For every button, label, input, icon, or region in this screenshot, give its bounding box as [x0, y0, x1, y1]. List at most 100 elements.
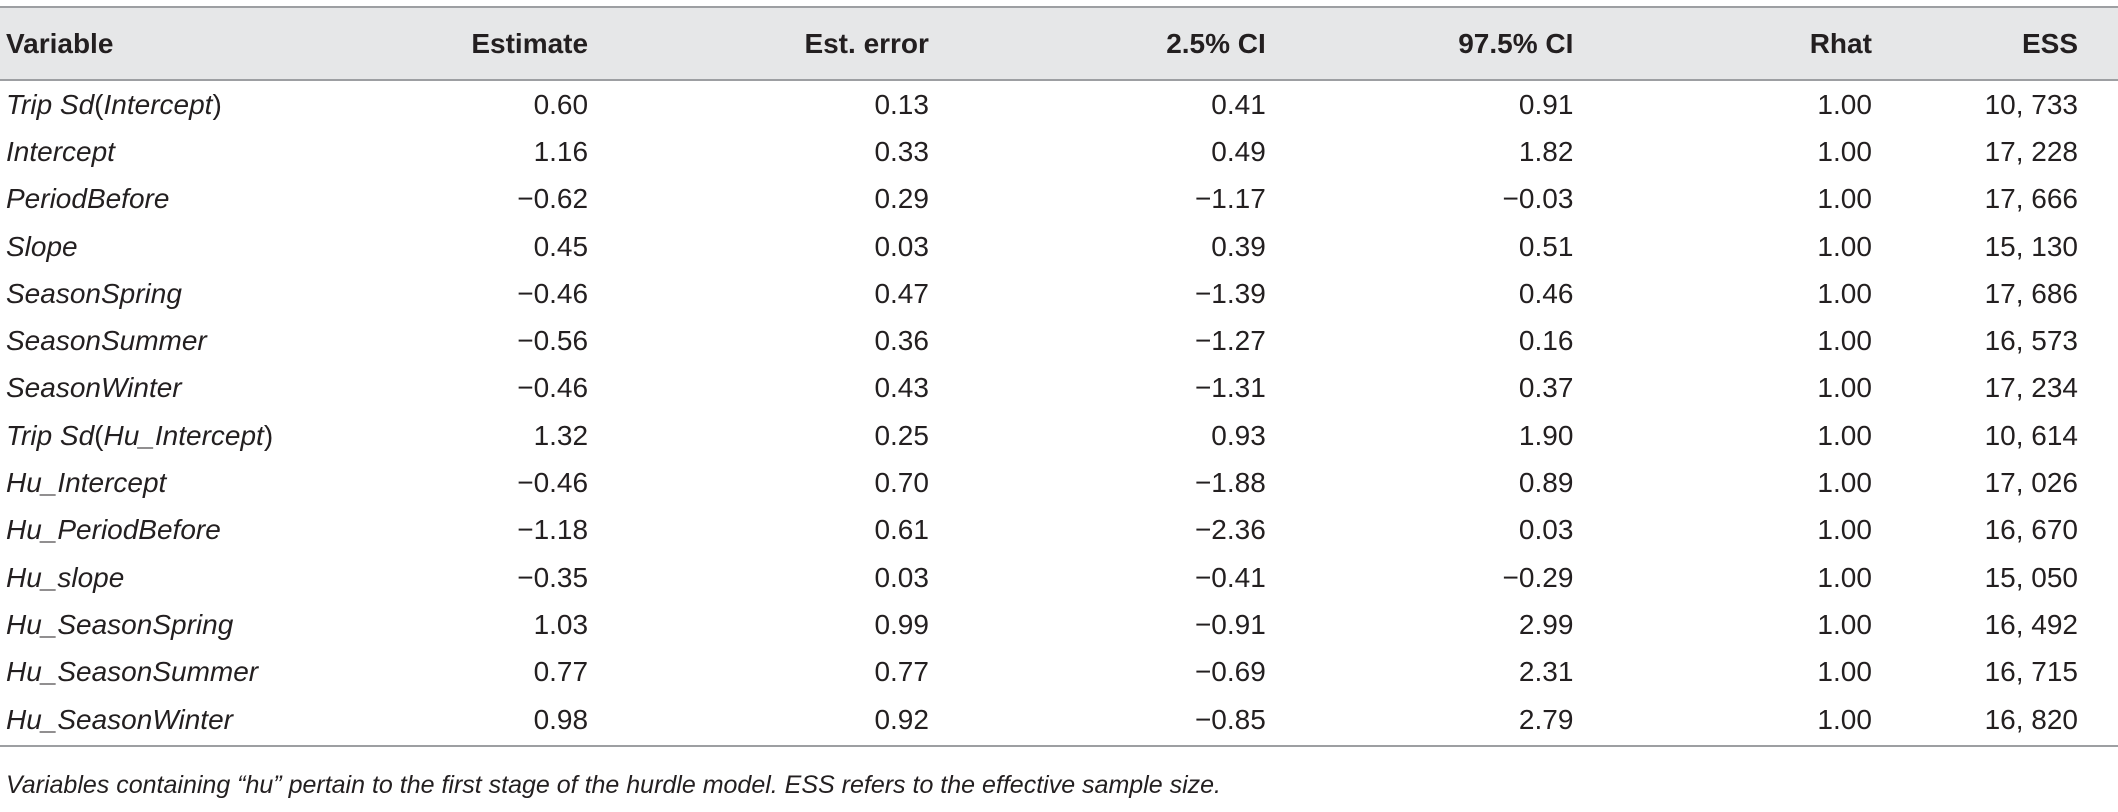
header-est-error: Est. error — [600, 6, 937, 81]
cell-estimate: −0.56 — [517, 325, 589, 357]
cell-estimate: −0.62 — [517, 183, 589, 215]
cell-ci-low: 0.39 — [1211, 230, 1266, 262]
cell-ci-low: −1.31 — [1194, 372, 1266, 404]
cell-variable: SeasonSpring — [6, 277, 182, 309]
table-row: Slope 0.45 0.03 0.39 0.51 1.00 15, 130 — [0, 223, 2118, 270]
cell-ci-high: 0.91 — [1518, 88, 1574, 120]
cell-est-error: 0.36 — [874, 325, 929, 357]
cell-variable: Trip Sd(Intercept) — [0, 80, 403, 128]
cell-ess: 16, 670 — [1984, 514, 2078, 546]
cell-rhat: 1.00 — [1583, 695, 1881, 747]
cell-estimate: −0.46 — [517, 372, 589, 404]
cell-variable: Hu_slope — [6, 561, 125, 593]
cell-est-error: 0.33 — [874, 135, 929, 167]
header-ci-high: 97.5% CI — [1274, 6, 1584, 81]
cell-ess: 17, 228 — [1984, 135, 2078, 167]
header-rhat: Rhat — [1583, 6, 1881, 81]
cell-variable: Hu_SeasonSummer — [6, 656, 259, 688]
cell-ess: 15, 130 — [1984, 230, 2078, 262]
cell-rhat: 1.00 — [1817, 325, 1872, 357]
cell-ess: 16, 820 — [1880, 695, 2118, 747]
cell-est-error: 0.25 — [874, 419, 929, 451]
cell-ci-high: 0.03 — [1518, 514, 1574, 546]
cell-ess: 10, 614 — [1984, 419, 2078, 451]
cell-estimate: 0.98 — [403, 695, 601, 747]
cell-variable: SeasonWinter — [6, 372, 182, 404]
cell-variable: PeriodBefore — [6, 183, 170, 215]
table-header: Variable Estimate Est. error 2.5% CI 97.… — [0, 6, 2118, 81]
cell-ci-high: 2.31 — [1518, 656, 1574, 688]
cell-rhat: 1.00 — [1817, 183, 1872, 215]
cell-est-error: 0.43 — [874, 372, 929, 404]
cell-rhat: 1.00 — [1817, 608, 1872, 640]
cell-estimate: −0.46 — [517, 467, 589, 499]
table-row: SeasonWinter −0.46 0.43 −1.31 0.37 1.00 … — [0, 365, 2118, 412]
variable-part: Hu_Intercept — [103, 419, 264, 451]
cell-estimate: −1.18 — [517, 514, 589, 546]
results-table: Variable Estimate Est. error 2.5% CI 97.… — [0, 6, 2118, 747]
header-variable: Variable — [0, 6, 404, 81]
cell-variable: Hu_SeasonSpring — [6, 608, 234, 640]
cell-ci-high: 2.79 — [1274, 695, 1584, 747]
cell-ci-high: 0.46 — [1518, 277, 1574, 309]
variable-part: ( — [94, 419, 104, 451]
cell-ci-low: −0.91 — [1194, 608, 1266, 640]
cell-ci-low: −1.88 — [1194, 467, 1266, 499]
cell-ci-high: 0.51 — [1518, 230, 1574, 262]
cell-ess: 10, 733 — [1984, 88, 2078, 120]
cell-ci-high: 1.82 — [1518, 135, 1574, 167]
cell-est-error: 0.70 — [874, 467, 929, 499]
cell-estimate: 0.45 — [533, 230, 589, 262]
cell-ci-low: −0.41 — [1194, 561, 1266, 593]
cell-estimate: 1.16 — [533, 135, 589, 167]
cell-variable: Hu_Intercept — [6, 467, 167, 499]
variable-part: Trip Sd — [6, 419, 95, 451]
cell-ci-low: 0.49 — [1211, 135, 1266, 167]
cell-rhat: 1.00 — [1817, 656, 1872, 688]
variable-part: ) — [263, 419, 274, 451]
cell-ess: 17, 666 — [1984, 183, 2078, 215]
cell-rhat: 1.00 — [1817, 467, 1872, 499]
cell-variable: Intercept — [6, 135, 115, 167]
variable-part: ( — [94, 88, 104, 120]
cell-ci-high: 2.99 — [1518, 608, 1574, 640]
table-body: Trip Sd(Intercept) 0.60 0.13 0.41 0.91 1… — [0, 80, 2118, 747]
cell-ci-high: 0.89 — [1518, 467, 1574, 499]
cell-ess: 16, 573 — [1984, 325, 2078, 357]
cell-est-error: 0.03 — [874, 230, 929, 262]
cell-rhat: 1.00 — [1817, 135, 1872, 167]
cell-ess: 17, 026 — [1984, 467, 2078, 499]
table-row: Intercept 1.16 0.33 0.49 1.82 1.00 17, 2… — [0, 128, 2118, 175]
cell-est-error: 0.99 — [874, 608, 929, 640]
cell-rhat: 1.00 — [1817, 230, 1872, 262]
cell-estimate: −0.46 — [517, 277, 589, 309]
variable-part: Trip Sd — [6, 88, 95, 120]
cell-estimate: 1.32 — [533, 419, 589, 451]
cell-estimate: 0.60 — [533, 88, 589, 120]
cell-rhat: 1.00 — [1817, 561, 1872, 593]
cell-rhat: 1.00 — [1817, 277, 1872, 309]
cell-rhat: 1.00 — [1817, 372, 1872, 404]
table-row: Trip Sd(Hu_Intercept) 1.32 0.25 0.93 1.9… — [0, 412, 2118, 459]
cell-ci-low: −2.36 — [1194, 514, 1266, 546]
cell-ess: 16, 492 — [1984, 608, 2078, 640]
cell-est-error: 0.03 — [874, 561, 929, 593]
cell-ci-high: 1.90 — [1518, 419, 1574, 451]
header-row: Variable Estimate Est. error 2.5% CI 97.… — [0, 6, 2118, 81]
header-ci-low: 2.5% CI — [936, 6, 1275, 81]
table-row: Hu_SeasonWinter 0.98 0.92 −0.85 2.79 1.0… — [0, 695, 2118, 747]
cell-rhat: 1.00 — [1817, 514, 1872, 546]
cell-ci-high: 0.16 — [1518, 325, 1574, 357]
table-footnote: Variables containing “hu” pertain to the… — [6, 771, 1221, 799]
table-row: Hu_SeasonSpring 1.03 0.99 −0.91 2.99 1.0… — [0, 601, 2118, 648]
table-row: PeriodBefore −0.62 0.29 −1.17 −0.03 1.00… — [0, 176, 2118, 223]
cell-variable: SeasonSummer — [6, 325, 207, 357]
cell-ci-low: −1.39 — [1194, 277, 1266, 309]
cell-ci-low: 0.41 — [1211, 88, 1266, 120]
cell-estimate: 0.77 — [533, 656, 589, 688]
cell-ci-low: −1.17 — [1194, 183, 1266, 215]
cell-variable: Hu_PeriodBefore — [6, 514, 221, 546]
cell-ess: 15, 050 — [1984, 561, 2078, 593]
table-row: SeasonSpring −0.46 0.47 −1.39 0.46 1.00 … — [0, 270, 2118, 317]
